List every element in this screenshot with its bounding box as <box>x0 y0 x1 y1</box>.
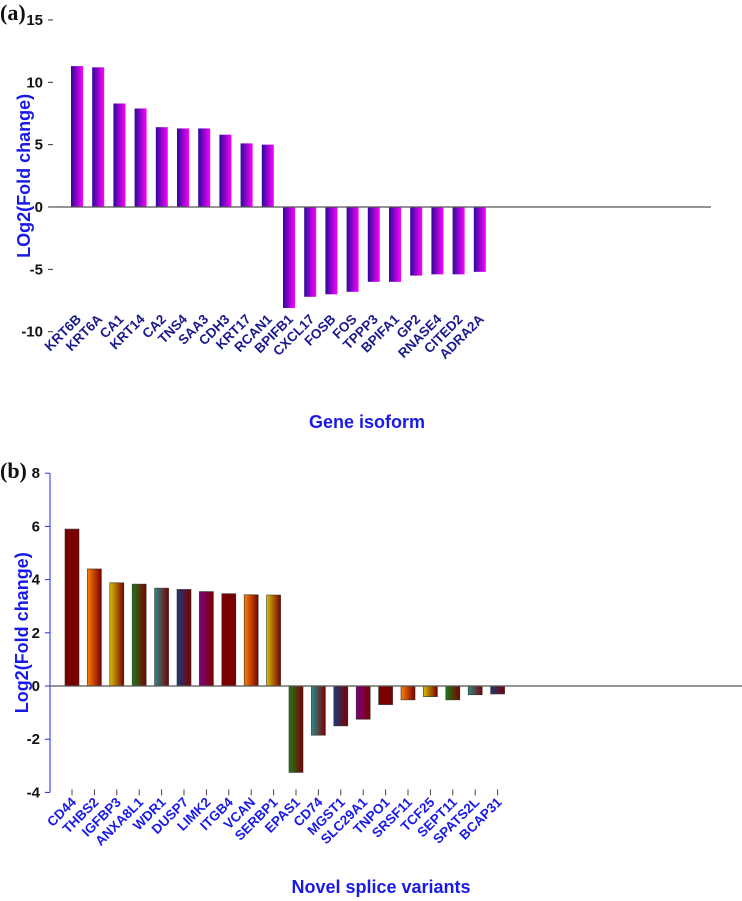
bar-igfbp3 <box>109 582 125 687</box>
y-tick-label: -2 <box>27 731 40 748</box>
y-axis-label: Log2(Fold change) <box>12 552 32 713</box>
bar-gp2 <box>410 207 423 276</box>
bar-tnpo1 <box>378 685 393 705</box>
bar-srsf11 <box>400 685 416 701</box>
bar-mgst1 <box>333 685 349 727</box>
y-tick-label: 0 <box>35 199 43 216</box>
bar-spats2l <box>467 685 483 696</box>
y-tick-label: 4 <box>32 572 41 589</box>
bar-rnase4 <box>431 207 444 275</box>
y-tick-label: -5 <box>30 261 43 278</box>
bar-tppp3 <box>367 207 380 282</box>
bar-bpifa1 <box>389 207 401 282</box>
bar-vcan <box>243 594 259 687</box>
y-tick-label: 0 <box>32 678 40 695</box>
bar-bpifb1 <box>283 207 295 309</box>
y-tick-label: -4 <box>27 784 41 801</box>
bar-cd74 <box>311 685 326 736</box>
bar-cdh3 <box>219 134 232 207</box>
bar-ca1 <box>113 103 126 207</box>
bar-thbs2 <box>87 568 102 687</box>
bar-itgb4 <box>221 593 237 687</box>
bar-fosb <box>325 207 338 295</box>
bar-sept11 <box>445 685 461 701</box>
y-tick-label: 8 <box>32 465 40 482</box>
y-tick-label: 10 <box>26 74 43 91</box>
bar-slc29a1 <box>355 685 371 720</box>
bar-cd44 <box>64 528 80 687</box>
bar-tns4 <box>177 128 189 207</box>
bar-saa3 <box>198 128 211 207</box>
bar-krt6a <box>92 67 105 207</box>
y-axis-label: LOg2(Fold change) <box>14 94 34 258</box>
y-tick-label: 5 <box>35 137 43 154</box>
bar-bcap31 <box>490 685 505 695</box>
bar-krt6b <box>71 66 83 208</box>
bar-limk2 <box>199 591 214 687</box>
panel-label: (b) <box>0 458 27 483</box>
bar-ca2 <box>155 127 168 207</box>
y-tick-label: -10 <box>21 324 43 341</box>
x-axis-label: Gene isoform <box>309 412 425 432</box>
bar-krt14 <box>134 108 147 207</box>
bar-wdr1 <box>154 587 169 687</box>
y-tick-label: 15 <box>26 12 43 29</box>
bar-tcf25 <box>423 685 438 697</box>
bar-krt17 <box>240 143 253 207</box>
bar-epas1 <box>288 685 304 773</box>
bar-adra2a <box>473 207 486 272</box>
bar-fos <box>346 207 359 292</box>
bar-cxcl17 <box>304 207 317 297</box>
y-tick-label: 2 <box>32 625 40 642</box>
bar-rcan1 <box>261 144 274 207</box>
bar-dusp7 <box>176 589 192 687</box>
bar-serbp1 <box>266 594 281 687</box>
x-axis-label: Novel splice variants <box>291 877 470 897</box>
bar-anxa8l1 <box>131 583 147 687</box>
y-tick-label: 6 <box>32 518 40 535</box>
panel-label: (a) <box>0 0 26 25</box>
bar-cited2 <box>452 207 465 275</box>
